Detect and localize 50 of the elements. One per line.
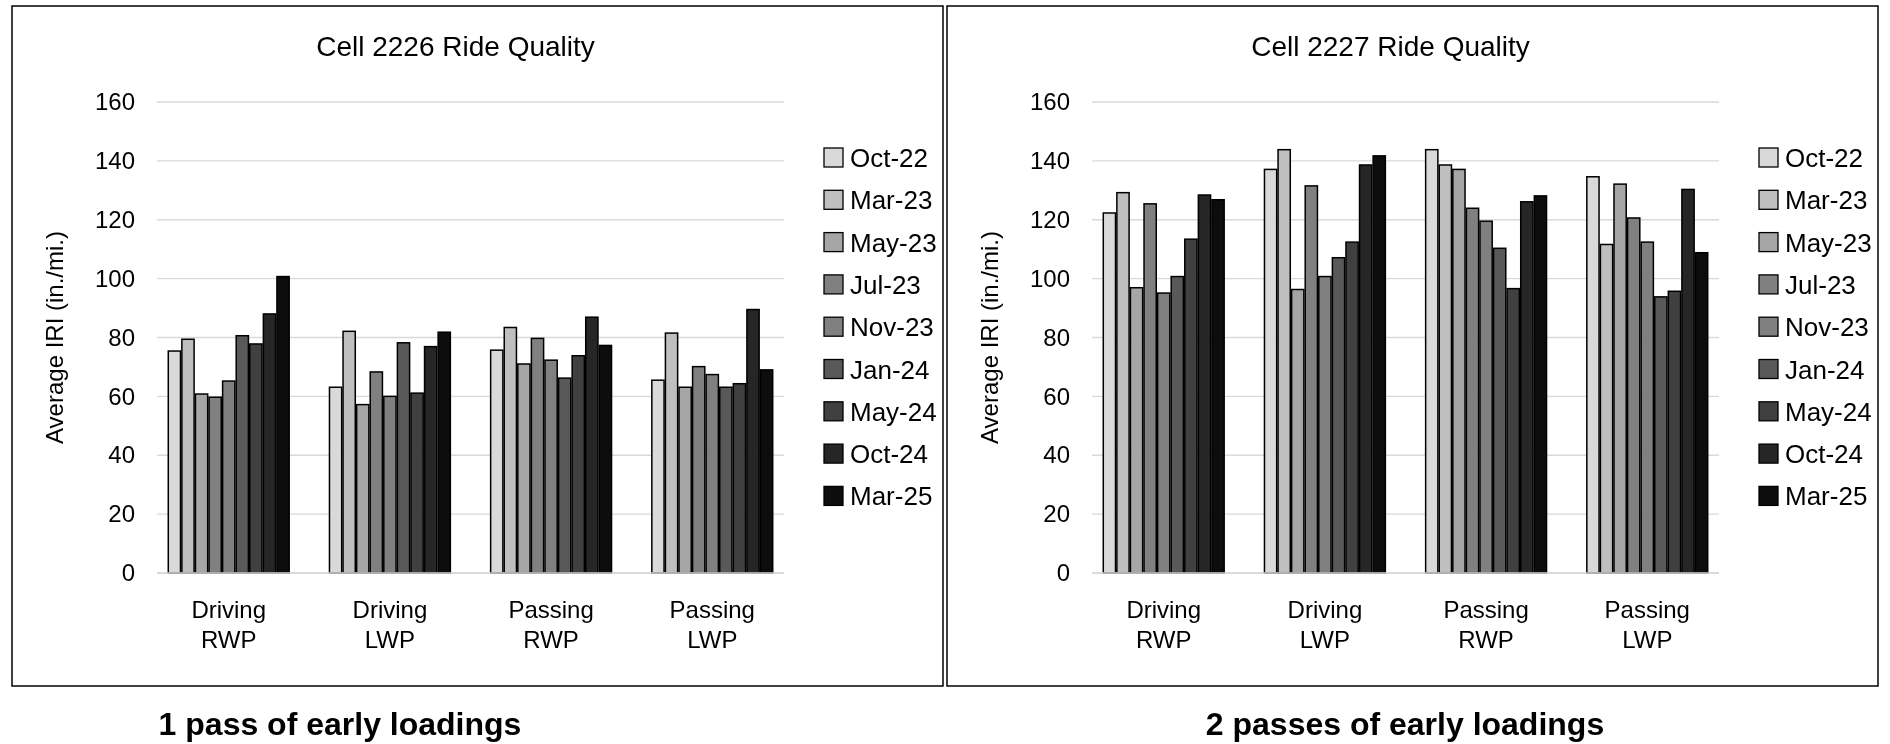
y-tick-label: 160 [1029, 88, 1070, 116]
y-axis-title: Average IRI (in./mi.) [41, 231, 68, 444]
y-tick-label: 100 [1029, 264, 1070, 292]
y-tick-label: 40 [1043, 441, 1070, 469]
y-tick-label: 60 [108, 382, 135, 410]
y-tick-label: 100 [94, 264, 135, 292]
y-tick-label: 80 [108, 323, 135, 351]
legend-label: May-23 [1785, 227, 1872, 258]
legend-label: Oct-22 [1785, 143, 1864, 173]
legend-label: Nov-23 [850, 312, 934, 343]
legend-label: Mar-25 [1785, 481, 1868, 512]
y-tick-label: 0 [1056, 559, 1070, 587]
x-tick-label: Driving RWP [1126, 596, 1202, 653]
legend-label: Jan-24 [850, 354, 930, 385]
y-tick-label: 120 [94, 205, 135, 233]
y-tick-label: 120 [1029, 205, 1070, 233]
y-tick-label: 0 [121, 559, 135, 587]
chart-title: Cell 2227 Ride Quality [1251, 31, 1530, 62]
x-tick-label: Driving LWP [1287, 596, 1363, 653]
legend-label: Oct-22 [850, 143, 929, 173]
text: 1 pass of early loadings [158, 706, 522, 742]
legend-label: Oct-24 [1785, 439, 1864, 470]
legend-label: May-23 [850, 227, 937, 258]
legend-label: May-24 [1785, 396, 1872, 427]
legend-label: Jul-23 [850, 269, 921, 300]
legend-label: Jan-24 [1785, 354, 1865, 385]
legend-label: Oct-24 [850, 439, 929, 470]
text: 2 passes of early loadings [1205, 706, 1605, 742]
y-tick-label: 40 [108, 441, 135, 469]
x-tick-label: Driving RWP [191, 596, 267, 653]
y-axis-title: Average IRI (in./mi.) [976, 231, 1003, 444]
legend-label: Mar-23 [1785, 185, 1868, 216]
y-tick-label: 60 [1043, 382, 1070, 410]
x-tick-label: Driving LWP [352, 596, 428, 653]
legend-label: Mar-23 [850, 185, 933, 216]
x-tick-label: Passing RWP [1443, 596, 1529, 653]
legend-label: Nov-23 [1785, 312, 1869, 343]
x-tick-label: Passing LWP [1604, 596, 1690, 653]
y-tick-label: 140 [94, 147, 135, 175]
y-tick-label: 160 [94, 88, 135, 116]
y-tick-label: 140 [1029, 147, 1070, 175]
chart-title: Cell 2226 Ride Quality [316, 31, 595, 62]
legend-label: May-24 [850, 396, 937, 427]
x-tick-label: Passing LWP [669, 596, 755, 653]
y-tick-label: 20 [108, 500, 135, 528]
legend-label: Mar-25 [850, 481, 933, 512]
y-tick-label: 80 [1043, 323, 1070, 351]
y-tick-label: 20 [1043, 500, 1070, 528]
legend-label: Jul-23 [1785, 269, 1856, 300]
x-tick-label: Passing RWP [508, 596, 594, 653]
